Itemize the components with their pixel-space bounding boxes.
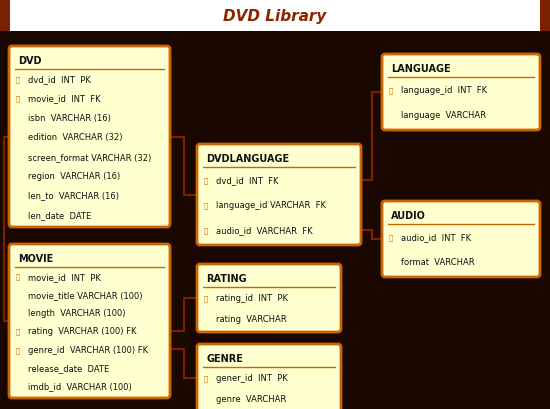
Text: DVDLANGUAGE: DVDLANGUAGE bbox=[206, 154, 289, 164]
Text: dvd_id  INT  FK: dvd_id INT FK bbox=[216, 175, 278, 184]
Text: 🔑: 🔑 bbox=[16, 96, 20, 102]
Bar bbox=[0, 0, 10, 32]
Text: genre  VARCHAR: genre VARCHAR bbox=[216, 394, 286, 403]
Text: audio_id  INT  FK: audio_id INT FK bbox=[401, 232, 471, 241]
Text: DVD: DVD bbox=[18, 56, 41, 66]
Text: screen_format VARCHAR (32): screen_format VARCHAR (32) bbox=[28, 152, 151, 161]
Text: LANGUAGE: LANGUAGE bbox=[391, 64, 450, 74]
Text: 🔑: 🔑 bbox=[204, 202, 208, 208]
Text: language_id  INT  FK: language_id INT FK bbox=[401, 86, 487, 95]
FancyBboxPatch shape bbox=[197, 145, 361, 245]
Text: region  VARCHAR (16): region VARCHAR (16) bbox=[28, 172, 120, 181]
Text: rating_id  INT  PK: rating_id INT PK bbox=[216, 293, 288, 302]
Text: 🔑: 🔑 bbox=[16, 76, 20, 83]
Text: dvd_id  INT  PK: dvd_id INT PK bbox=[28, 75, 91, 84]
Text: release_date  DATE: release_date DATE bbox=[28, 363, 109, 372]
Text: 🔑: 🔑 bbox=[204, 294, 208, 301]
Text: DVD Library: DVD Library bbox=[223, 9, 327, 23]
FancyBboxPatch shape bbox=[197, 344, 341, 409]
Text: rating  VARCHAR: rating VARCHAR bbox=[216, 314, 287, 323]
Text: rating  VARCHAR (100) FK: rating VARCHAR (100) FK bbox=[28, 327, 136, 336]
Text: RATING: RATING bbox=[206, 273, 246, 283]
Text: 🔑: 🔑 bbox=[389, 234, 393, 240]
Text: 🔑: 🔑 bbox=[16, 346, 20, 353]
Text: length  VARCHAR (100): length VARCHAR (100) bbox=[28, 308, 125, 317]
Text: movie_title VARCHAR (100): movie_title VARCHAR (100) bbox=[28, 290, 142, 299]
FancyBboxPatch shape bbox=[9, 47, 170, 227]
Text: 🔑: 🔑 bbox=[204, 374, 208, 381]
FancyBboxPatch shape bbox=[382, 55, 540, 131]
Text: len_to  VARCHAR (16): len_to VARCHAR (16) bbox=[28, 191, 119, 200]
Text: GENRE: GENRE bbox=[206, 353, 243, 363]
Text: len_date  DATE: len_date DATE bbox=[28, 210, 91, 219]
Text: movie_id  INT  PK: movie_id INT PK bbox=[28, 272, 101, 281]
FancyBboxPatch shape bbox=[9, 245, 170, 398]
Text: edition  VARCHAR (32): edition VARCHAR (32) bbox=[28, 133, 123, 142]
Text: AUDIO: AUDIO bbox=[391, 211, 426, 220]
Text: 🔑: 🔑 bbox=[16, 273, 20, 280]
FancyBboxPatch shape bbox=[197, 264, 341, 332]
Text: imdb_id  VARCHAR (100): imdb_id VARCHAR (100) bbox=[28, 382, 132, 391]
Text: language  VARCHAR: language VARCHAR bbox=[401, 111, 486, 120]
Text: 🔑: 🔑 bbox=[389, 87, 393, 94]
Text: audio_id  VARCHAR  FK: audio_id VARCHAR FK bbox=[216, 225, 312, 234]
Bar bbox=[540, 0, 550, 32]
Text: gener_id  INT  PK: gener_id INT PK bbox=[216, 373, 288, 382]
FancyBboxPatch shape bbox=[382, 202, 540, 277]
Text: 🔑: 🔑 bbox=[204, 227, 208, 233]
Bar bbox=[0, 0, 550, 32]
Text: language_id VARCHAR  FK: language_id VARCHAR FK bbox=[216, 200, 326, 209]
Text: 🔑: 🔑 bbox=[16, 328, 20, 335]
Text: format  VARCHAR: format VARCHAR bbox=[401, 257, 475, 266]
Text: isbn  VARCHAR (16): isbn VARCHAR (16) bbox=[28, 114, 111, 123]
Text: MOVIE: MOVIE bbox=[18, 254, 53, 263]
Text: genre_id  VARCHAR (100) FK: genre_id VARCHAR (100) FK bbox=[28, 345, 148, 354]
Text: 🔑: 🔑 bbox=[204, 177, 208, 183]
Text: movie_id  INT  FK: movie_id INT FK bbox=[28, 94, 101, 103]
